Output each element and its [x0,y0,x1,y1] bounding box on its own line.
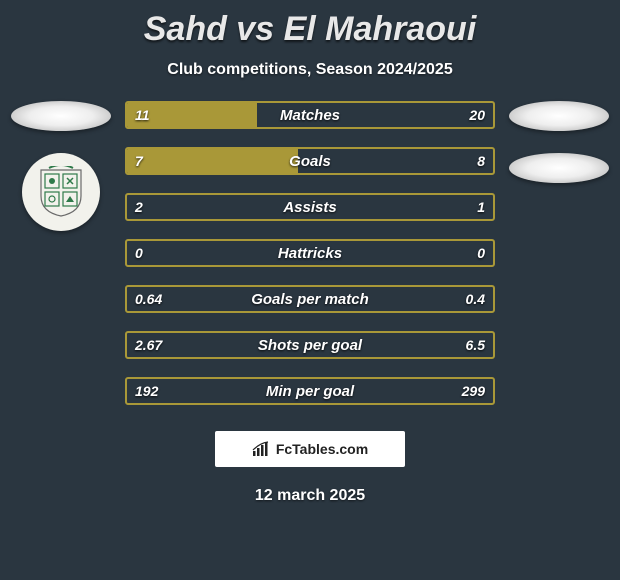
stat-row: 192299Min per goal [125,377,495,405]
club-badge-left [22,153,100,231]
report-date: 12 march 2025 [0,487,620,505]
left-player-column [6,101,116,231]
stat-label: Min per goal [127,379,493,403]
stat-row: 21Assists [125,193,495,221]
right-player-column [504,101,614,183]
page-title: Sahd vs El Mahraoui [0,0,620,49]
source-brand-text: FcTables.com [276,441,368,457]
stat-row: 0.640.4Goals per match [125,285,495,313]
stat-label: Hattricks [127,241,493,265]
stat-row: 2.676.5Shots per goal [125,331,495,359]
club-crest-icon [39,166,83,218]
player-photo-placeholder-right [509,101,609,131]
source-badge: FcTables.com [215,431,405,467]
stat-row: 00Hattricks [125,239,495,267]
stat-label: Goals per match [127,287,493,311]
stats-bars: 1120Matches 78Goals 21Assists 00Hattricks 0.… [125,101,495,405]
stat-label: Assists [127,195,493,219]
comparison-panel: 1120Matches 78Goals 21Assists 00Hattricks 0.… [0,101,620,405]
stat-label: Shots per goal [127,333,493,357]
stat-row: 78Goals [125,147,495,175]
stat-label: Matches [127,103,493,127]
fctables-logo-icon [252,441,270,457]
subtitle: Club competitions, Season 2024/2025 [0,61,620,79]
stat-label: Goals [127,149,493,173]
club-badge-placeholder-right [509,153,609,183]
stat-row: 1120Matches [125,101,495,129]
player-photo-placeholder-left [11,101,111,131]
